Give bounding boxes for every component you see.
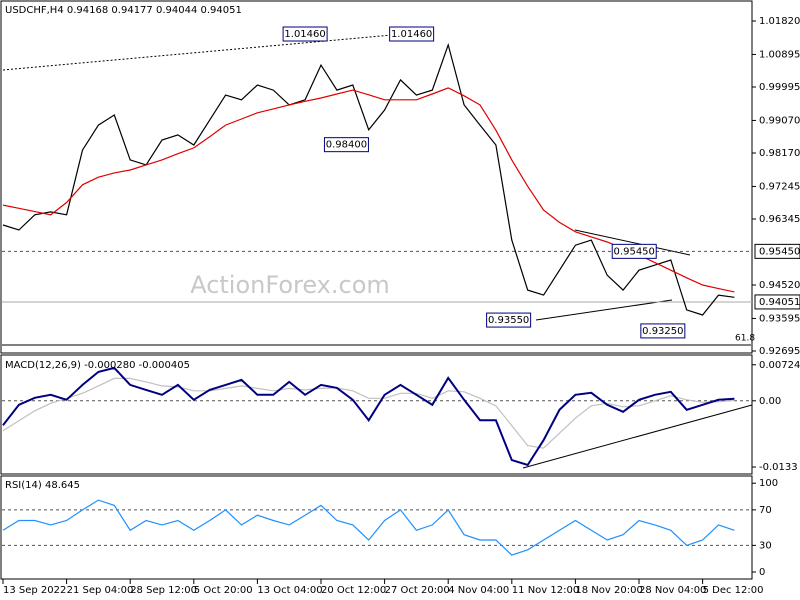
trendline xyxy=(535,299,673,321)
y-tick-label: 0.96345 xyxy=(759,214,800,225)
rsi-panel xyxy=(0,475,753,580)
x-tick-label: 27 Oct 20:00 xyxy=(385,585,450,596)
annotation-box xyxy=(486,312,532,328)
annotation-box xyxy=(282,26,328,42)
y-tick-label: 0.99995 xyxy=(759,82,800,93)
annotation-box xyxy=(640,323,686,339)
annotation-label: 0.95450 xyxy=(614,246,655,257)
macd-header: MACD(12,26,9) -0.000280 -0.000405 xyxy=(5,360,190,371)
current-price-box xyxy=(754,294,800,310)
x-tick-label: 18 Nov 20:00 xyxy=(575,585,642,596)
y-tick-label: 0.97245 xyxy=(759,181,800,192)
x-tick-label: 13 Sep 2022 xyxy=(3,585,66,596)
series-line xyxy=(2,42,735,316)
x-tick-label: 5 Dec 12:00 xyxy=(703,585,764,596)
ohlc: 0.94051 xyxy=(201,5,242,16)
y-tick-label: 0.00 xyxy=(759,396,781,407)
x-tick-label: 4 Nov 04:00 xyxy=(448,585,509,596)
reading: -0.000405 xyxy=(139,360,190,371)
indicator: MACD(12,26,9) xyxy=(5,360,81,371)
y-tick-label: 0.94520 xyxy=(759,280,800,291)
annotation-box xyxy=(389,26,435,42)
x-tick-label: 28 Nov 04:00 xyxy=(639,585,706,596)
price-header: USDCHF,H4 0.94168 0.94177 0.94044 0.9405… xyxy=(5,5,242,16)
ohlc: 0.94044 xyxy=(156,5,197,16)
watermark: ActionForex.com xyxy=(190,271,390,299)
macd-panel xyxy=(0,354,753,475)
y-tick-label: 0.99070 xyxy=(759,115,800,126)
price-panel xyxy=(0,0,753,354)
y-tick-label: 0.93595 xyxy=(759,313,800,324)
series-line xyxy=(2,499,735,556)
series-line xyxy=(2,366,735,467)
symbol: USDCHF,H4 xyxy=(5,5,64,16)
reading: -0.000280 xyxy=(84,360,135,371)
level-label-box xyxy=(754,243,800,259)
annotation-label: 0.93550 xyxy=(488,315,529,326)
rsi-header: RSI(14) 48.645 xyxy=(5,480,80,491)
annotation-label: 0.93250 xyxy=(642,326,683,337)
y-tick-label: 0.00724 xyxy=(759,360,800,371)
indicator: RSI(14) xyxy=(5,480,42,491)
reading: 48.645 xyxy=(45,480,80,491)
trendline xyxy=(574,229,691,256)
x-tick-label: 21 Sep 04:00 xyxy=(67,585,134,596)
current-price-label: 0.94051 xyxy=(759,297,800,308)
y-tick-label: 100 xyxy=(759,478,778,489)
fib-label: 61.8 xyxy=(735,334,755,344)
y-tick-label: 70 xyxy=(759,505,772,516)
y-tick-label: 0.92695 xyxy=(759,346,800,357)
x-tick-label: 13 Oct 04:00 xyxy=(257,585,322,596)
level-label: 0.95450 xyxy=(759,246,800,257)
x-tick-label: 28 Sep 12:00 xyxy=(130,585,197,596)
ohlc: 0.94168 xyxy=(67,5,108,16)
annotation-box xyxy=(611,243,657,259)
ohlc: 0.94177 xyxy=(111,5,152,16)
annotation-label: 1.01460 xyxy=(391,29,432,40)
y-tick-label: 1.01820 xyxy=(759,16,800,27)
annotation-label: 0.98400 xyxy=(326,140,367,151)
annotation-label: 1.01460 xyxy=(284,29,325,40)
y-tick-label: -0.0133 xyxy=(759,462,798,473)
x-tick-label: 20 Oct 12:00 xyxy=(321,585,386,596)
x-tick-label: 5 Oct 20:00 xyxy=(194,585,253,596)
y-tick-label: 1.00895 xyxy=(759,49,800,60)
annotation-box xyxy=(323,137,369,153)
x-tick-label: 11 Nov 12:00 xyxy=(512,585,579,596)
y-tick-label: 0.98170 xyxy=(759,148,800,159)
y-tick-label: 0 xyxy=(759,567,765,578)
y-tick-label: 30 xyxy=(759,540,772,551)
trendline xyxy=(522,404,753,469)
